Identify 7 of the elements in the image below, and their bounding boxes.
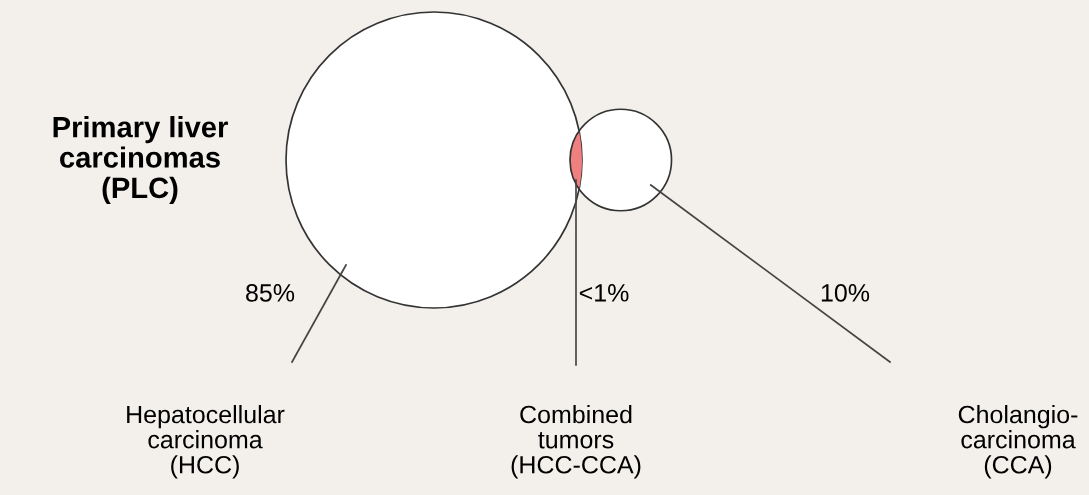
category-label: Cholangio- carcinoma (CCA): [958, 405, 1078, 479]
text: Primary liver carcinomas (PLC): [53, 116, 228, 204]
data-label: 85%: [246, 284, 295, 302]
data-label: <1%: [579, 284, 629, 302]
data-label: 10%: [821, 284, 870, 302]
category-label: Hepatocellular carcinoma (HCC): [127, 405, 285, 479]
category-label: Combined tumors (HCC-CCA): [511, 405, 641, 479]
